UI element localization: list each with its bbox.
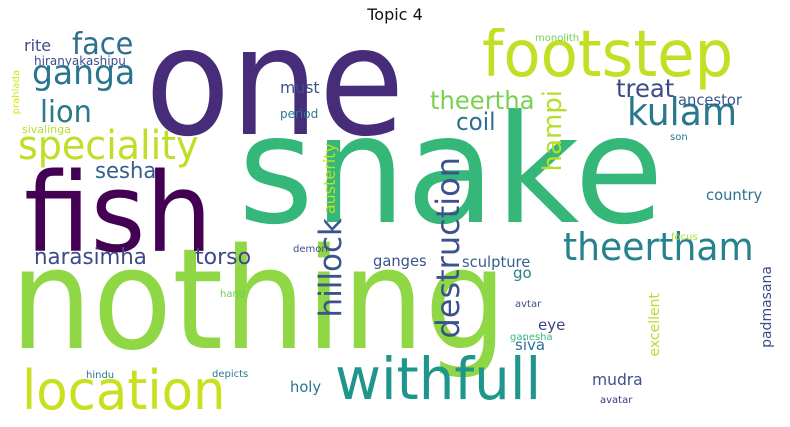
word-speciality: speciality	[18, 123, 199, 169]
word-must: must	[280, 78, 320, 97]
word-rite: rite	[24, 36, 52, 55]
word-eye: eye	[538, 316, 566, 334]
word-sivalinga: sivalinga	[22, 123, 71, 136]
word-siva: siva	[515, 336, 546, 354]
word-hindu: hindu	[86, 370, 115, 381]
word-sculpture: sculpture	[462, 253, 531, 271]
word-avatar: avatar	[600, 395, 633, 406]
word-torso: torso	[195, 245, 252, 270]
word-demon: demon	[293, 244, 328, 255]
word-nothing: nothing	[10, 219, 508, 382]
word-mudra: mudra	[592, 370, 643, 389]
word-holy: holy	[290, 378, 322, 396]
word-one: one	[145, 28, 405, 170]
word-avtar: avtar	[515, 299, 542, 310]
word-go: go	[513, 264, 532, 282]
word-kulam: kulam	[627, 90, 737, 134]
word-lion: lion	[40, 95, 92, 130]
word-narasimha: narasimha	[34, 245, 147, 270]
word-face: face	[72, 28, 134, 62]
word-sesha: sesha	[95, 159, 157, 184]
word-destruction: destruction	[429, 157, 467, 339]
word-location: location	[22, 359, 226, 422]
word-hiranyakashipu: hiranyakashipu	[34, 54, 126, 68]
word-austerity: austerity	[320, 143, 339, 215]
word-period: period	[280, 107, 319, 121]
word-treat: treat	[616, 74, 675, 103]
word-theertham: theertham	[563, 225, 754, 269]
word-ganesha: ganesha	[510, 332, 553, 343]
word-withfull: withfull	[335, 345, 542, 413]
word-fish: fish	[24, 149, 213, 277]
word-ancestor: ancestor	[678, 91, 742, 109]
word-monolith: monolith	[535, 33, 580, 44]
word-focus: focus	[671, 232, 698, 243]
word-padmasana: padmasana	[759, 266, 775, 348]
word-snake: snake	[238, 84, 664, 258]
word-depicts: depicts	[212, 369, 249, 380]
word-coil: coil	[456, 108, 496, 136]
word-hillock: hillock	[313, 218, 349, 318]
word-country: country	[706, 186, 763, 204]
word-hampi: hampi	[538, 90, 568, 172]
word-theertha: theertha	[430, 86, 535, 115]
word-ganga: ganga	[32, 53, 136, 93]
word-prahlada: prahlada	[11, 70, 22, 115]
word-son: son	[670, 132, 688, 143]
word-ganges: ganges	[373, 252, 427, 270]
word-cloud: one snake nothing fish footstep withfull locat…	[10, 28, 780, 424]
word-hand: hand	[220, 289, 246, 300]
chart-title: Topic 4	[367, 5, 423, 24]
word-excellent: excellent	[647, 293, 663, 357]
word-footstep: footstep	[482, 28, 734, 92]
